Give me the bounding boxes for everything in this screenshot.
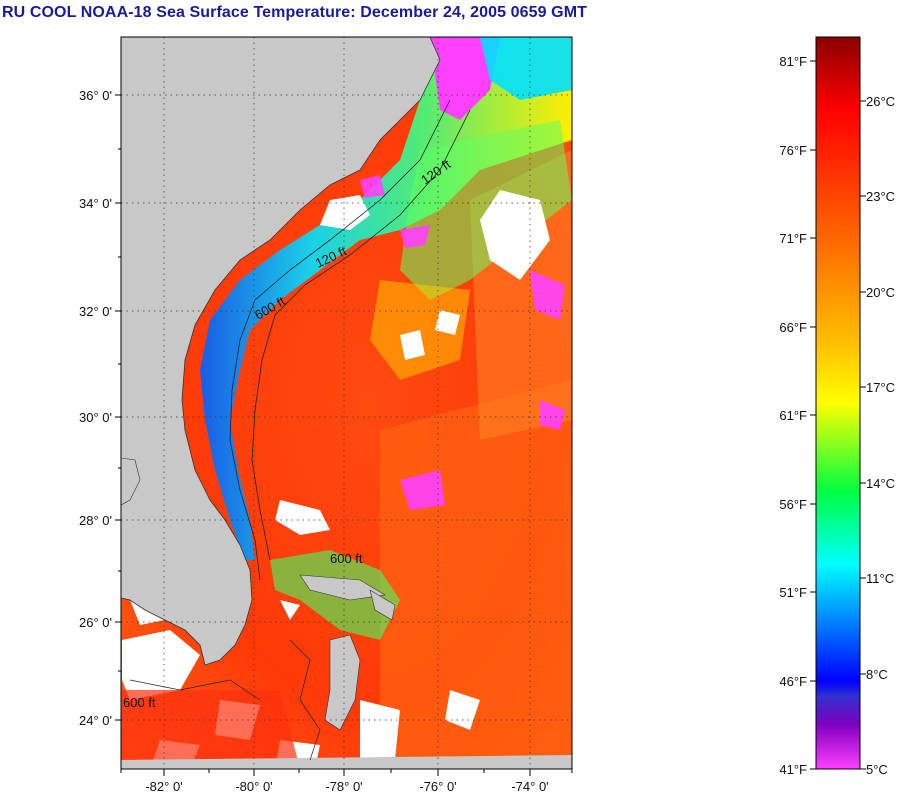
land-abaco bbox=[369, 589, 396, 621]
map-frame bbox=[120, 36, 573, 770]
lat-label: 28° 0' bbox=[79, 513, 112, 528]
isobath-bahamas bbox=[289, 639, 321, 761]
land-mainland bbox=[121, 37, 441, 666]
legend-f-label: 81°F bbox=[779, 54, 807, 69]
isobath-120ft bbox=[229, 99, 451, 581]
isobath-label: 600 ft bbox=[330, 551, 363, 566]
isobath-600ft bbox=[251, 109, 471, 561]
florida-straits-warm bbox=[121, 690, 300, 769]
lat-ticks bbox=[115, 94, 121, 721]
isobath-label: 600 ft bbox=[123, 695, 156, 710]
legend-c-label: 8°C bbox=[866, 667, 888, 682]
cold-pixels bbox=[360, 175, 565, 510]
isobath-keys bbox=[129, 679, 261, 701]
page-title: RU COOL NOAA-18 Sea Surface Temperature:… bbox=[2, 4, 588, 21]
legend-f-label: 41°F bbox=[779, 762, 807, 777]
legend-f-label: 46°F bbox=[779, 674, 807, 689]
graticule bbox=[121, 37, 572, 769]
legend-c-label: 17°C bbox=[866, 380, 895, 395]
f-ticks bbox=[810, 60, 816, 770]
legend-c-label: 23°C bbox=[866, 189, 895, 204]
legend-c-label: 5°C bbox=[866, 762, 888, 777]
legend-f-label: 66°F bbox=[779, 320, 807, 335]
c-ticks bbox=[860, 100, 866, 770]
legend-c-label: 26°C bbox=[866, 94, 895, 109]
land-gulf-edge bbox=[121, 457, 141, 506]
lat-label: 36° 0' bbox=[79, 88, 112, 103]
legend-f-label: 51°F bbox=[779, 585, 807, 600]
legend-f-label: 71°F bbox=[779, 231, 807, 246]
lat-label: 24° 0' bbox=[79, 713, 112, 728]
cold-water-ne bbox=[480, 37, 572, 100]
cold-water-north bbox=[430, 37, 500, 120]
lon-label: -80° 0' bbox=[235, 779, 272, 794]
legend-f-label: 61°F bbox=[779, 408, 807, 423]
lon-label: -74° 0' bbox=[511, 779, 548, 794]
legend-f-label: 76°F bbox=[779, 143, 807, 158]
lon-label: -82° 0' bbox=[145, 779, 182, 794]
legend-f-label: 56°F bbox=[779, 497, 807, 512]
land-andros bbox=[324, 634, 361, 731]
legend-c-label: 14°C bbox=[866, 476, 895, 491]
lat-label: 32° 0' bbox=[79, 304, 112, 319]
color-scale-legend: 81°F 76°F 71°F 66°F 61°F 56°F 51°F 46°F … bbox=[779, 36, 895, 777]
lon-ticks bbox=[120, 769, 573, 776]
legend-c-label: 11°C bbox=[866, 571, 894, 586]
lat-label: 26° 0' bbox=[79, 615, 112, 630]
color-bar bbox=[815, 36, 861, 770]
lat-label: 34° 0' bbox=[79, 196, 112, 211]
map-panel: 120 ft 600 ft 600 ft 120 ft 600 ft bbox=[121, 37, 572, 769]
land-grand-bahama bbox=[299, 574, 386, 601]
lat-label: 30° 0' bbox=[79, 410, 112, 425]
lon-label: -78° 0' bbox=[325, 779, 362, 794]
lon-label: -76° 0' bbox=[419, 779, 456, 794]
legend-c-label: 20°C bbox=[866, 285, 895, 300]
land-cuba-edge bbox=[121, 755, 572, 769]
offshore-cool-patch bbox=[400, 120, 572, 300]
